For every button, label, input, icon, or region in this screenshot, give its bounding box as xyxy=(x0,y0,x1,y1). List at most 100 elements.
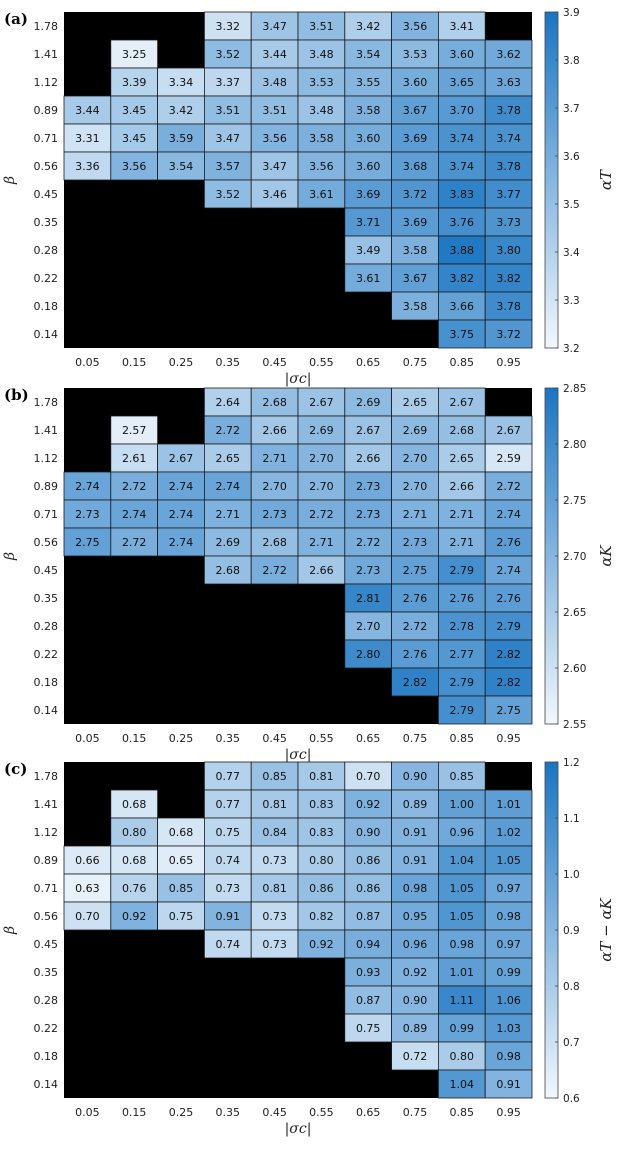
heatmap-cell xyxy=(344,151,392,181)
heatmap-cell xyxy=(250,527,299,557)
cell-value-label: 3.68 xyxy=(403,160,428,173)
cell-value-label: 0.98 xyxy=(450,938,475,951)
cell-value-label: 0.90 xyxy=(403,770,428,783)
colorbar-tick-label: 3.2 xyxy=(563,343,580,355)
cell-value-label: 2.72 xyxy=(309,508,334,521)
cell-value-label: 2.69 xyxy=(216,536,241,549)
cell-value-label: 2.79 xyxy=(496,620,521,633)
x-tick-label: 0.05 xyxy=(75,356,100,369)
heatmap-cell xyxy=(484,873,533,903)
cell-value-label: 3.58 xyxy=(356,104,381,117)
cell-value-label: 0.86 xyxy=(356,882,381,895)
y-axis-label: β xyxy=(2,552,18,561)
y-tick-label: 0.18 xyxy=(34,1050,59,1063)
cell-value-label: 2.72 xyxy=(356,536,381,549)
cell-value-label: 3.58 xyxy=(403,300,428,313)
cell-value-label: 3.65 xyxy=(450,76,475,89)
heatmap-cell xyxy=(437,415,486,445)
heatmap-cell xyxy=(203,499,252,529)
x-tick-label: 0.55 xyxy=(309,732,334,745)
y-tick-label: 0.14 xyxy=(34,704,59,717)
cell-value-label: 2.70 xyxy=(309,480,334,493)
cell-value-label: 0.73 xyxy=(216,882,241,895)
heatmap-cell xyxy=(437,39,486,69)
cell-value-label: 3.51 xyxy=(262,104,287,117)
heatmap-cell xyxy=(391,873,439,903)
heatmap-cell xyxy=(344,235,392,265)
cell-value-label: 3.45 xyxy=(122,132,147,145)
cell-value-label: 0.72 xyxy=(403,1050,428,1063)
cell-value-label: 0.81 xyxy=(262,882,287,895)
heatmap-cell xyxy=(437,845,486,875)
cell-value-label: 2.68 xyxy=(262,396,287,409)
cell-value-label: 2.75 xyxy=(403,564,428,577)
heatmap-cell xyxy=(250,39,299,69)
heatmap-cell xyxy=(297,151,346,181)
cell-value-label: 3.56 xyxy=(122,160,147,173)
heatmap-cell xyxy=(437,667,486,697)
heatmap-cell xyxy=(437,527,486,557)
heatmap-cell xyxy=(437,207,486,237)
heatmap-cell xyxy=(110,845,159,875)
heatmap-cell xyxy=(484,817,533,847)
cell-value-label: 0.85 xyxy=(169,882,194,895)
cell-value-label: 3.75 xyxy=(450,328,475,341)
colorbar-tick-label: 2.55 xyxy=(563,719,586,731)
y-tick-label: 0.56 xyxy=(34,910,59,923)
y-tick-label: 0.89 xyxy=(34,480,59,493)
cell-value-label: 0.81 xyxy=(262,798,287,811)
cell-value-label: 3.69 xyxy=(403,216,428,229)
cell-value-label: 3.48 xyxy=(262,76,287,89)
cell-value-label: 2.76 xyxy=(403,592,428,605)
cell-value-label: 0.91 xyxy=(496,1078,521,1091)
colorbar-tick-label: 0.6 xyxy=(563,1093,580,1105)
cell-value-label: 3.48 xyxy=(309,48,334,61)
heatmap-cell xyxy=(391,471,439,501)
y-tick-label: 0.45 xyxy=(34,188,59,201)
cell-value-label: 0.96 xyxy=(450,826,475,839)
cell-value-label: 0.85 xyxy=(262,770,287,783)
cell-value-label: 2.66 xyxy=(450,480,475,493)
cell-value-label: 2.72 xyxy=(122,536,147,549)
heatmap-cell xyxy=(63,151,112,181)
cell-value-label: 0.98 xyxy=(496,910,521,923)
x-tick-label: 0.15 xyxy=(122,732,147,745)
heatmap-cell xyxy=(110,527,159,557)
y-tick-label: 0.22 xyxy=(34,1022,59,1035)
cell-value-label: 2.73 xyxy=(403,536,428,549)
cell-value-label: 2.67 xyxy=(169,452,194,465)
y-axis-label: β xyxy=(2,926,18,935)
cell-value-label: 2.76 xyxy=(403,648,428,661)
cell-value-label: 2.81 xyxy=(356,592,381,605)
x-tick-label: 0.75 xyxy=(403,732,428,745)
heatmap-cell xyxy=(250,789,299,819)
cell-value-label: 0.70 xyxy=(356,770,381,783)
heatmap-cell xyxy=(344,527,392,557)
cell-value-label: 0.85 xyxy=(450,770,475,783)
cell-value-label: 3.60 xyxy=(403,76,428,89)
cell-value-label: 3.58 xyxy=(309,132,334,145)
heatmap-cell xyxy=(344,263,392,293)
x-tick-label: 0.55 xyxy=(309,1106,334,1119)
heatmap-cell xyxy=(344,639,392,669)
heatmap-cell xyxy=(437,1069,486,1099)
cell-value-label: 2.71 xyxy=(450,508,475,521)
cell-value-label: 2.66 xyxy=(309,564,334,577)
heatmap-cell xyxy=(391,929,439,959)
colorbar-tick-label: 3.8 xyxy=(563,55,580,67)
heatmap-cell xyxy=(203,443,252,473)
cell-value-label: 3.32 xyxy=(216,20,241,33)
cell-value-label: 0.68 xyxy=(122,854,147,867)
cell-value-label: 3.47 xyxy=(262,160,287,173)
cell-value-label: 3.42 xyxy=(356,20,381,33)
cell-value-label: 2.71 xyxy=(216,508,241,521)
cell-value-label: 3.80 xyxy=(496,244,521,257)
heatmap-cell xyxy=(484,1013,533,1043)
heatmap-cell xyxy=(437,929,486,959)
heatmap-cell xyxy=(437,179,486,209)
cell-value-label: 0.77 xyxy=(216,798,241,811)
y-tick-label: 0.89 xyxy=(34,104,59,117)
cell-value-label: 2.76 xyxy=(496,592,521,605)
cell-value-label: 2.74 xyxy=(169,508,194,521)
heatmap-cell xyxy=(437,817,486,847)
